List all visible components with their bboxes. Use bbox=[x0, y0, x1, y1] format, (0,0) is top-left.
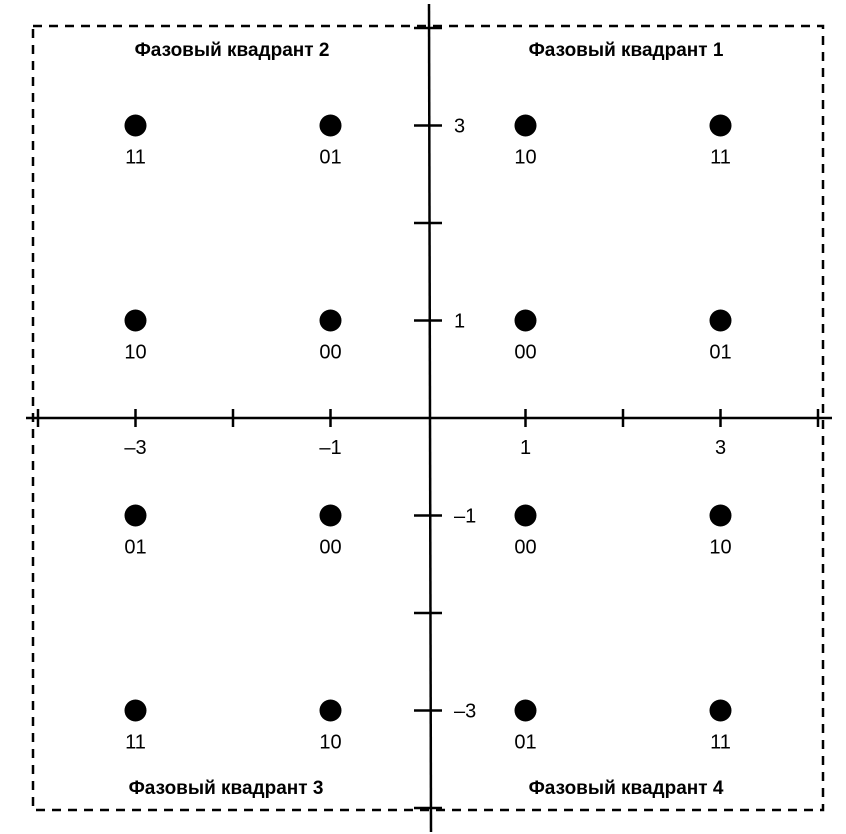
point-label: 01 bbox=[319, 147, 341, 169]
point-label: 11 bbox=[710, 147, 731, 169]
point-label: 11 bbox=[125, 732, 146, 754]
constellation-point bbox=[124, 504, 147, 527]
constellation-point bbox=[319, 114, 342, 137]
constellation-point bbox=[124, 114, 147, 137]
y-tick-label: 3 bbox=[454, 116, 465, 138]
point-label: 10 bbox=[514, 147, 536, 169]
quadrant-title-1: Фазовый квадрант 1 bbox=[529, 40, 724, 61]
constellation-point bbox=[709, 699, 732, 722]
point-label: 01 bbox=[514, 732, 536, 754]
point-label: 00 bbox=[514, 537, 536, 559]
axis-tick-labels: –3 –1 1 3 3 1 –1 –3 bbox=[124, 116, 726, 723]
quadrant-title-4: Фазовый квадрант 4 bbox=[529, 778, 724, 799]
x-tick-label: –3 bbox=[124, 437, 146, 459]
constellation-point bbox=[319, 699, 342, 722]
constellation-point bbox=[514, 114, 537, 137]
point-label: 10 bbox=[319, 732, 341, 754]
constellation-point bbox=[709, 114, 732, 137]
constellation-point bbox=[709, 309, 732, 332]
constellation-point bbox=[124, 699, 147, 722]
point-label: 00 bbox=[319, 342, 341, 364]
x-tick-label: –1 bbox=[319, 437, 341, 459]
point-label: 11 bbox=[710, 732, 731, 754]
y-axis bbox=[427, 3, 433, 833]
point-label: 00 bbox=[514, 342, 536, 364]
point-label: 10 bbox=[124, 342, 146, 364]
quadrant-title-2: Фазовый квадрант 2 bbox=[135, 40, 330, 61]
axis-ticks bbox=[36, 26, 820, 810]
constellation-point bbox=[319, 504, 342, 527]
constellation-point bbox=[514, 504, 537, 527]
constellation-point bbox=[124, 309, 147, 332]
point-label: 11 bbox=[125, 147, 146, 169]
x-tick-label: 3 bbox=[715, 437, 726, 459]
constellation-point bbox=[709, 504, 732, 527]
quadrant-title-3: Фазовый квадрант 3 bbox=[129, 778, 324, 799]
constellation-point bbox=[514, 699, 537, 722]
point-label: 01 bbox=[709, 342, 731, 364]
point-label: 01 bbox=[124, 537, 146, 559]
y-tick-label: 1 bbox=[454, 311, 465, 333]
y-tick-label: –3 bbox=[454, 701, 476, 723]
point-label: 10 bbox=[709, 537, 731, 559]
y-tick-label: –1 bbox=[454, 506, 476, 528]
constellation-point bbox=[319, 309, 342, 332]
constellation-point bbox=[514, 309, 537, 332]
x-tick-label: 1 bbox=[520, 437, 531, 459]
point-label: 00 bbox=[319, 537, 341, 559]
